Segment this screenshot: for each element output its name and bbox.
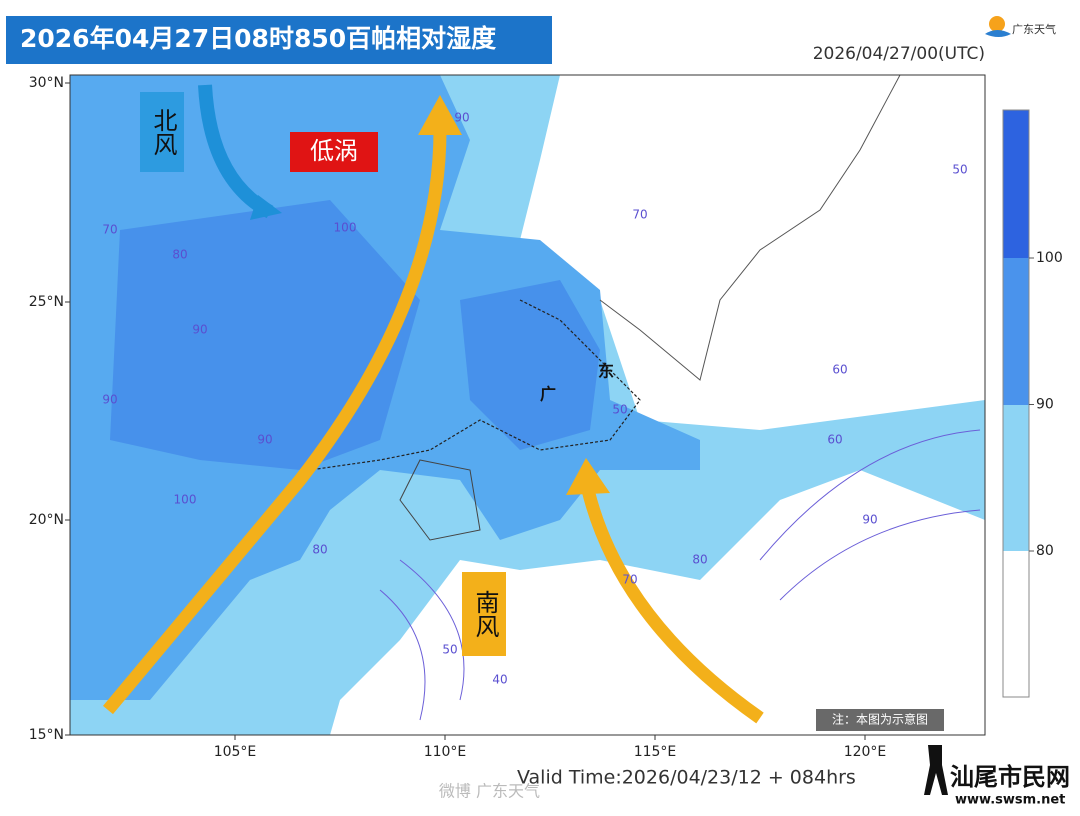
- lon-label: 110°E: [424, 744, 467, 760]
- contour-label: 40: [492, 673, 507, 687]
- south-wind-box: [462, 572, 506, 656]
- contour-label: 90: [257, 433, 272, 447]
- colorbar-label: 100: [1036, 250, 1063, 266]
- hainan-outline: [399, 459, 481, 541]
- south-wind-label: 南风: [471, 590, 499, 638]
- site-name: 汕尾市民网: [950, 763, 1070, 791]
- contour-label: 60: [827, 433, 842, 447]
- contour-label: 50: [442, 643, 457, 657]
- contour-label: 90: [102, 393, 117, 407]
- colorbar-label: 80: [1036, 543, 1054, 559]
- north-wind-label: 北风: [149, 108, 177, 156]
- map-frame: [69, 74, 986, 736]
- init-time: 2026/04/27/00(UTC): [813, 44, 985, 64]
- lat-label: 30°N: [29, 75, 64, 91]
- flow-arrow-main: [103, 129, 447, 715]
- colorbar-frame: [1002, 109, 1030, 698]
- contour-label: 90: [192, 323, 207, 337]
- province-label: 广: [540, 385, 556, 404]
- title: 2026年04月27日08时850百帕相对湿度: [20, 24, 496, 53]
- coastline: [599, 75, 901, 381]
- flow-arrowhead-main: [418, 95, 462, 135]
- logo-wave: [985, 30, 1011, 37]
- north-wind-box: [140, 92, 184, 172]
- low-vortex-box: [290, 132, 378, 172]
- lat-label: 15°N: [29, 727, 64, 743]
- logo-sun: [989, 16, 1005, 32]
- colorbar-band: [1003, 110, 1029, 258]
- logo-text: 广东天气: [1012, 22, 1056, 36]
- north-wind-arrowhead: [250, 195, 282, 220]
- lon-label: 105°E: [214, 744, 257, 760]
- valid-time: Valid Time:2026/04/23/12 + 084hrs: [517, 767, 856, 789]
- colorbar-label: 90: [1036, 397, 1054, 413]
- colorbar: 100 90 80: [1002, 109, 1063, 698]
- contour-label: 100: [174, 493, 197, 507]
- contour-label: 100: [334, 221, 357, 235]
- province-label: 东: [598, 362, 614, 381]
- low-vortex-label: 低涡: [310, 137, 358, 165]
- title-banner: [6, 16, 552, 64]
- flow-arrow-south: [581, 488, 764, 724]
- contour-label: 60: [832, 363, 847, 377]
- contour-label: 90: [862, 513, 877, 527]
- lon-label: 120°E: [844, 744, 887, 760]
- contour-label: 50: [952, 163, 967, 177]
- contour-label: 80: [692, 553, 707, 567]
- colorbar-band: [1003, 405, 1029, 551]
- weibo-watermark: 微博 广东天气: [439, 782, 540, 801]
- note-box: [816, 709, 944, 731]
- site-url: www.swsm.net: [955, 793, 1065, 808]
- contour-label: 90: [454, 111, 469, 125]
- contour-label: 80: [172, 248, 187, 262]
- contour-label: 70: [632, 208, 647, 222]
- colorbar-band: [1003, 258, 1029, 405]
- contours: [379, 429, 981, 721]
- lat-label: 25°N: [29, 294, 64, 310]
- lon-label: 115°E: [634, 744, 677, 760]
- contour-label: 70: [622, 573, 637, 587]
- site-figure: [924, 745, 948, 795]
- map: 北风 低涡 南风 广 东 注：本图为示意图: [69, 74, 986, 736]
- note: 注：本图为示意图: [832, 712, 928, 727]
- colorbar-band: [1003, 551, 1029, 697]
- contour-label: 70: [102, 223, 117, 237]
- contour-label: 80: [312, 543, 327, 557]
- humidity-100: [110, 200, 600, 470]
- flow-arrowhead-south: [566, 458, 610, 495]
- contour-label: 50: [612, 403, 627, 417]
- lat-label: 20°N: [29, 512, 64, 528]
